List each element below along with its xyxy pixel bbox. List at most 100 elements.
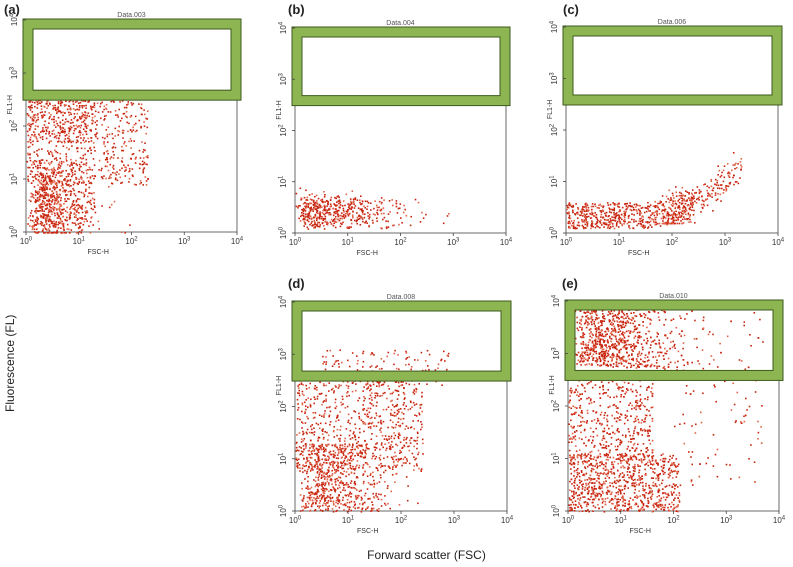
data-point — [346, 210, 349, 212]
data-point — [740, 164, 742, 166]
data-point — [78, 198, 81, 201]
data-point — [77, 109, 80, 111]
data-point — [78, 178, 80, 181]
data-point — [388, 435, 390, 438]
data-point — [297, 406, 300, 409]
data-point — [665, 217, 667, 219]
data-point — [668, 201, 671, 204]
data-point — [119, 169, 121, 172]
data-point — [329, 405, 331, 408]
data-point — [62, 123, 64, 126]
data-point — [717, 165, 719, 167]
data-point — [32, 180, 35, 182]
data-point — [380, 358, 383, 360]
data-point — [338, 438, 340, 440]
data-point — [31, 228, 34, 231]
data-point — [322, 491, 325, 493]
data-point — [737, 182, 740, 185]
data-point — [384, 391, 386, 394]
data-point — [315, 219, 318, 221]
data-point — [346, 395, 348, 398]
data-point — [704, 199, 707, 201]
data-point — [394, 349, 396, 352]
data-point — [590, 217, 592, 219]
data-point — [599, 226, 601, 229]
data-point — [339, 440, 341, 442]
data-point — [343, 459, 346, 462]
data-point — [619, 209, 621, 211]
data-point — [380, 493, 382, 496]
data-point — [397, 394, 400, 396]
data-point — [42, 116, 44, 118]
data-point — [59, 110, 62, 113]
data-point — [51, 118, 53, 121]
data-point — [89, 129, 91, 131]
data-point — [402, 446, 404, 449]
data-point — [348, 207, 351, 210]
data-point — [740, 169, 742, 171]
data-point — [353, 431, 355, 433]
data-point — [644, 206, 647, 209]
data-point — [342, 467, 345, 470]
data-point — [393, 464, 396, 467]
data-point — [117, 134, 120, 136]
data-point — [53, 172, 55, 174]
data-point — [706, 185, 709, 188]
data-point — [118, 108, 120, 111]
data-point — [26, 113, 29, 115]
data-point — [636, 212, 639, 215]
data-point — [362, 473, 365, 475]
data-point — [314, 201, 316, 204]
data-point — [339, 225, 342, 228]
data-point — [71, 203, 74, 205]
data-point — [73, 213, 75, 215]
data-point — [75, 163, 77, 165]
data-point — [31, 111, 34, 113]
data-point — [440, 359, 442, 362]
data-point — [390, 435, 393, 438]
data-point — [417, 451, 420, 454]
data-point — [313, 479, 315, 481]
data-point — [397, 458, 400, 460]
data-point — [420, 423, 423, 426]
data-point — [76, 119, 78, 122]
data-point — [322, 428, 324, 430]
data-point — [315, 208, 317, 210]
data-point — [339, 411, 341, 413]
data-point — [627, 206, 629, 209]
data-point — [419, 404, 421, 407]
data-point — [387, 220, 389, 223]
data-point — [319, 224, 321, 226]
data-point — [572, 224, 575, 226]
data-point — [321, 429, 323, 431]
data-point — [663, 324, 665, 326]
data-point — [335, 499, 338, 502]
data-point — [326, 205, 328, 207]
data-point — [440, 358, 443, 361]
data-point — [671, 477, 674, 479]
data-point — [49, 220, 51, 223]
data-point — [52, 222, 54, 225]
data-point — [319, 205, 322, 207]
data-point — [75, 224, 77, 226]
data-point — [680, 220, 682, 222]
data-point — [348, 226, 351, 228]
data-point — [416, 442, 418, 445]
data-point — [34, 194, 37, 196]
data-point — [69, 128, 72, 131]
data-point — [341, 205, 344, 207]
data-point — [350, 496, 352, 498]
data-point — [646, 435, 649, 437]
data-point — [309, 382, 311, 385]
data-point — [70, 141, 73, 144]
data-point — [602, 482, 604, 485]
data-point — [319, 214, 321, 216]
data-point — [310, 491, 312, 493]
data-point — [81, 218, 84, 220]
data-point — [29, 139, 32, 141]
data-point — [27, 134, 30, 137]
data-point — [398, 459, 400, 461]
data-point — [31, 118, 34, 120]
data-point — [665, 214, 668, 217]
data-point — [72, 204, 75, 207]
